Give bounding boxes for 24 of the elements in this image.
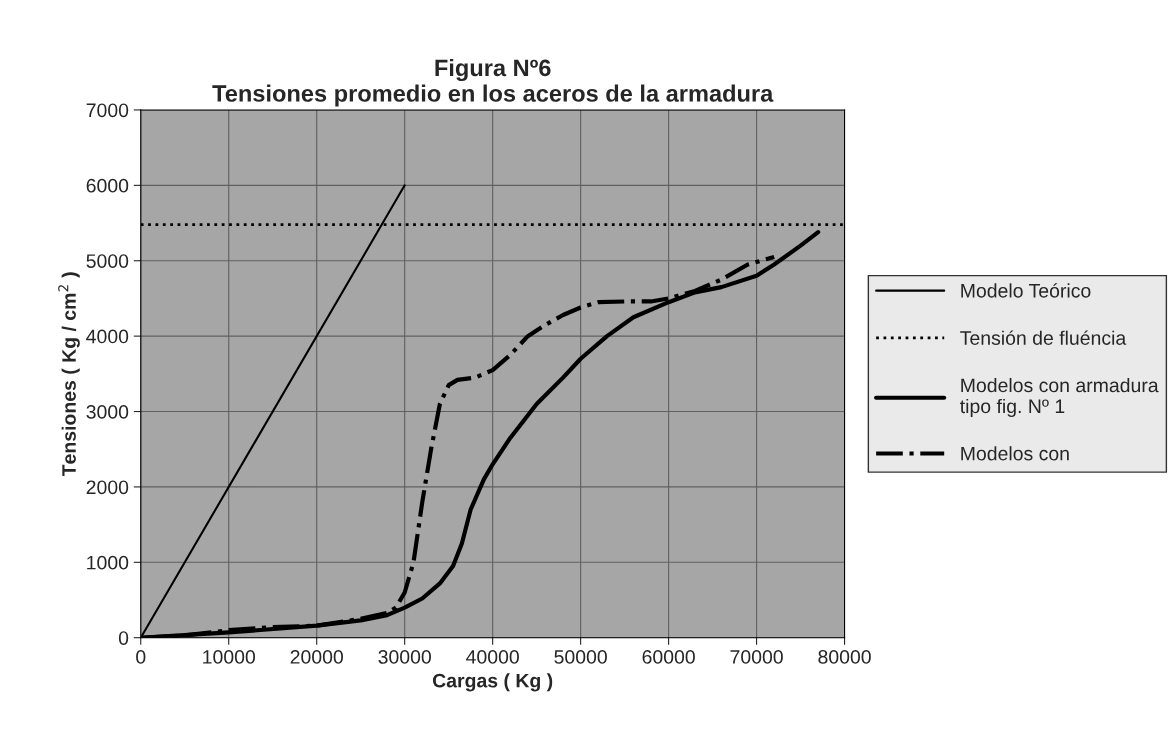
x-tick-label: 70000 bbox=[730, 650, 783, 664]
legend-label: Modelo Teórico bbox=[961, 283, 1091, 298]
legend-label: Modelos con bbox=[961, 446, 1069, 461]
y-tick-label: 0 bbox=[118, 631, 129, 645]
x-tick-label: 50000 bbox=[554, 650, 607, 664]
x-tick-label: 20000 bbox=[290, 650, 343, 664]
y-tick-label: 4000 bbox=[86, 329, 129, 344]
y-tick-label: 1000 bbox=[87, 555, 129, 570]
x-tick-label: 40000 bbox=[466, 650, 519, 664]
y-tick-label: 2000 bbox=[86, 480, 129, 495]
x-tick-label: 60000 bbox=[642, 650, 695, 664]
y-tick-label: 3000 bbox=[86, 404, 129, 419]
y-tick-label: 6000 bbox=[86, 178, 129, 193]
legend-label: Modelos con armadura tipo fig. Nº 1 bbox=[960, 377, 1159, 418]
chart-title: Figura Nº6 Tensiones promedio en los aceros de la armadura bbox=[212, 58, 774, 107]
x-tick-label: 30000 bbox=[378, 650, 431, 664]
x-tick-label: 10000 bbox=[203, 650, 256, 664]
x-tick-label: 80000 bbox=[818, 650, 871, 664]
legend-label: Tensión de fluéncia bbox=[960, 330, 1127, 345]
x-axis-title: Cargas ( Kg ) bbox=[432, 673, 553, 692]
y-tick-label: 7000 bbox=[86, 103, 129, 118]
y-tick-label: 5000 bbox=[86, 254, 129, 268]
x-tick-label: 0 bbox=[136, 650, 146, 664]
y-axis-title: Tensiones ( Kg / cm$^{2}$ ) bbox=[58, 272, 80, 477]
